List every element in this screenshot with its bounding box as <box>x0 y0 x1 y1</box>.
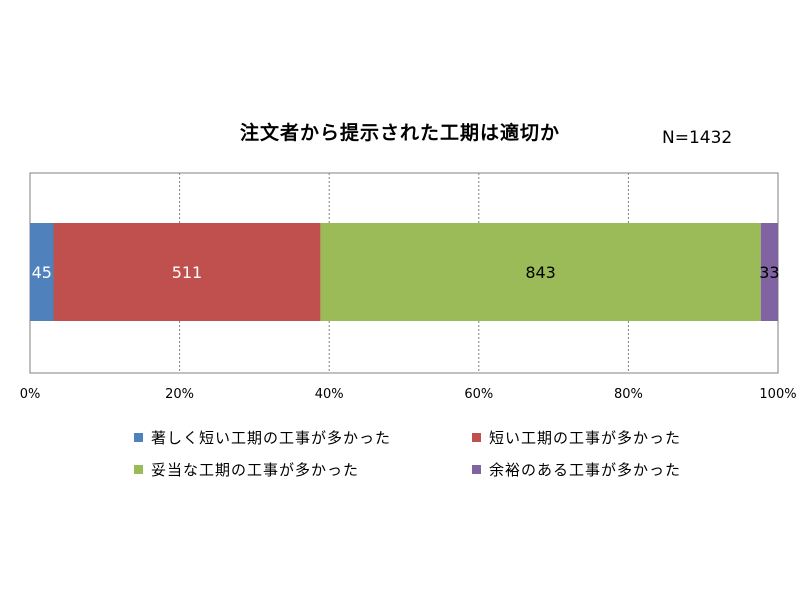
x-tick-label: 80% <box>614 387 643 402</box>
x-tick-label: 20% <box>165 387 194 402</box>
data-label: 511 <box>172 263 203 282</box>
chart-title: 注文者から提示された工期は適切か <box>239 122 560 144</box>
bar-segment <box>760 223 778 321</box>
bar-segment <box>30 223 54 321</box>
sample-size-annotation: N=1432 <box>662 128 733 148</box>
data-label: 45 <box>32 263 52 282</box>
x-tick-label: 40% <box>315 387 344 402</box>
bar-segment <box>320 223 761 321</box>
data-label: 33 <box>759 263 779 282</box>
x-tick-label: 60% <box>464 387 493 402</box>
x-tick-label: 0% <box>20 387 41 402</box>
x-tick-label: 100% <box>759 387 796 402</box>
data-label: 843 <box>525 263 556 282</box>
bar-segment <box>53 223 321 321</box>
